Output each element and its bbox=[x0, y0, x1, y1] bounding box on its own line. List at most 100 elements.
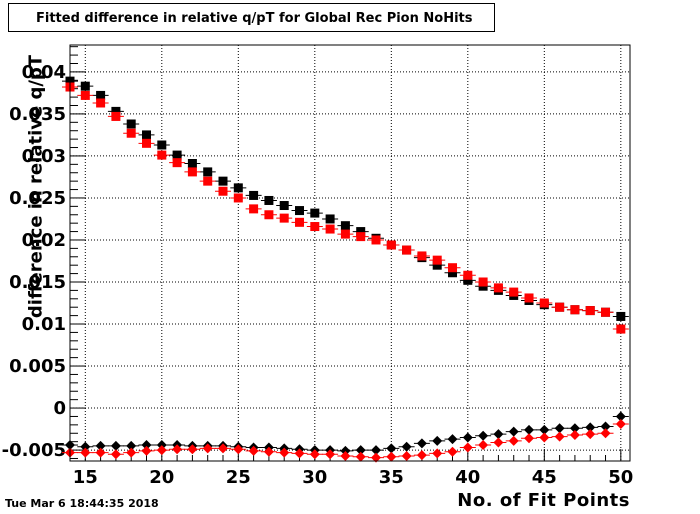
data-point bbox=[554, 423, 565, 434]
data-point bbox=[355, 451, 366, 462]
data-point bbox=[585, 429, 596, 440]
data-point bbox=[96, 98, 106, 108]
data-point bbox=[264, 195, 274, 205]
data-point bbox=[95, 447, 106, 458]
data-point bbox=[340, 450, 351, 461]
data-point bbox=[463, 275, 473, 285]
data-point bbox=[509, 287, 519, 297]
data-point bbox=[447, 434, 458, 445]
data-point bbox=[462, 432, 473, 443]
data-point bbox=[80, 81, 90, 91]
data-point bbox=[448, 263, 458, 273]
data-point bbox=[615, 411, 626, 422]
data-point bbox=[157, 140, 167, 150]
data-point bbox=[249, 190, 259, 200]
y-tick-label: 0.02 bbox=[22, 230, 66, 251]
y-tick-label: 0.015 bbox=[9, 272, 66, 293]
data-point bbox=[478, 430, 489, 441]
axis-ticks: 15 20 25 30 35 40 45 50 -0.005 0 0.005 0.01 0.015 0.0… bbox=[2, 46, 633, 488]
data-point bbox=[356, 227, 366, 237]
x-tick-label: 30 bbox=[302, 467, 327, 488]
data-point bbox=[295, 206, 305, 216]
data-point bbox=[279, 201, 289, 211]
y-tick-label: 0.01 bbox=[22, 314, 66, 335]
data-point bbox=[233, 183, 243, 193]
data-point bbox=[126, 119, 136, 129]
data-point bbox=[432, 448, 443, 459]
data-point bbox=[80, 447, 91, 458]
y-tick-label: 0.03 bbox=[22, 146, 66, 167]
data-point bbox=[295, 217, 305, 227]
data-point bbox=[569, 423, 580, 434]
data-point bbox=[142, 138, 152, 148]
data-point bbox=[585, 422, 596, 433]
data-point bbox=[569, 429, 580, 440]
x-tick-label: 45 bbox=[532, 467, 557, 488]
data-point bbox=[524, 433, 535, 444]
y-tick-label: 0.005 bbox=[9, 356, 66, 377]
data-point bbox=[110, 440, 121, 451]
chart-title: Fitted difference in relative q/pT for G… bbox=[8, 3, 495, 32]
data-point bbox=[141, 440, 152, 451]
data-point bbox=[325, 224, 335, 234]
x-tick-label: 25 bbox=[226, 467, 251, 488]
data-point bbox=[386, 443, 397, 454]
y-tick-label: 0.025 bbox=[9, 188, 66, 209]
x-tick-label: 15 bbox=[73, 467, 98, 488]
data-point bbox=[203, 176, 213, 186]
data-point bbox=[310, 222, 320, 232]
x-tick-label: 40 bbox=[455, 467, 480, 488]
series-2 bbox=[62, 82, 629, 334]
data-point bbox=[279, 213, 289, 223]
data-point bbox=[555, 302, 565, 312]
data-point bbox=[126, 447, 137, 458]
data-point bbox=[386, 451, 397, 462]
data-point bbox=[601, 307, 611, 317]
y-tick-label: 0 bbox=[53, 398, 66, 419]
data-point bbox=[249, 204, 259, 214]
data-point bbox=[432, 260, 442, 270]
data-point bbox=[478, 277, 488, 287]
data-point bbox=[448, 268, 458, 278]
data-point bbox=[432, 435, 443, 446]
data-point bbox=[340, 445, 351, 456]
data-point bbox=[416, 438, 427, 449]
data-point bbox=[371, 452, 382, 463]
data-point bbox=[356, 232, 366, 242]
data-point bbox=[386, 240, 396, 250]
data-point bbox=[570, 305, 580, 315]
data-point bbox=[508, 435, 519, 446]
data-point bbox=[340, 229, 350, 239]
data-point bbox=[310, 208, 320, 218]
data-point bbox=[126, 128, 136, 138]
data-point bbox=[233, 444, 244, 455]
series-4 bbox=[62, 419, 629, 463]
data-point bbox=[462, 442, 473, 453]
data-point bbox=[263, 446, 274, 457]
data-point bbox=[248, 445, 259, 456]
data-point bbox=[493, 429, 504, 440]
data-point bbox=[402, 245, 412, 255]
data-point bbox=[417, 251, 427, 261]
data-point bbox=[585, 306, 595, 316]
data-point bbox=[126, 440, 137, 451]
data-point bbox=[141, 445, 152, 456]
data-point bbox=[172, 158, 182, 168]
data-points bbox=[62, 76, 629, 463]
data-point bbox=[294, 448, 305, 459]
data-point bbox=[325, 449, 336, 460]
data-point bbox=[432, 255, 442, 265]
x-tick-label: 35 bbox=[379, 467, 404, 488]
data-point bbox=[218, 186, 228, 196]
data-point bbox=[111, 106, 121, 116]
data-point bbox=[539, 298, 549, 308]
data-point bbox=[156, 445, 167, 456]
series-1 bbox=[62, 76, 629, 321]
x-tick-label: 50 bbox=[608, 467, 633, 488]
x-axis-label: No. of Fit Points bbox=[457, 490, 630, 511]
data-point bbox=[187, 158, 197, 168]
data-point bbox=[156, 440, 167, 451]
data-point bbox=[524, 424, 535, 435]
data-point bbox=[539, 432, 550, 443]
